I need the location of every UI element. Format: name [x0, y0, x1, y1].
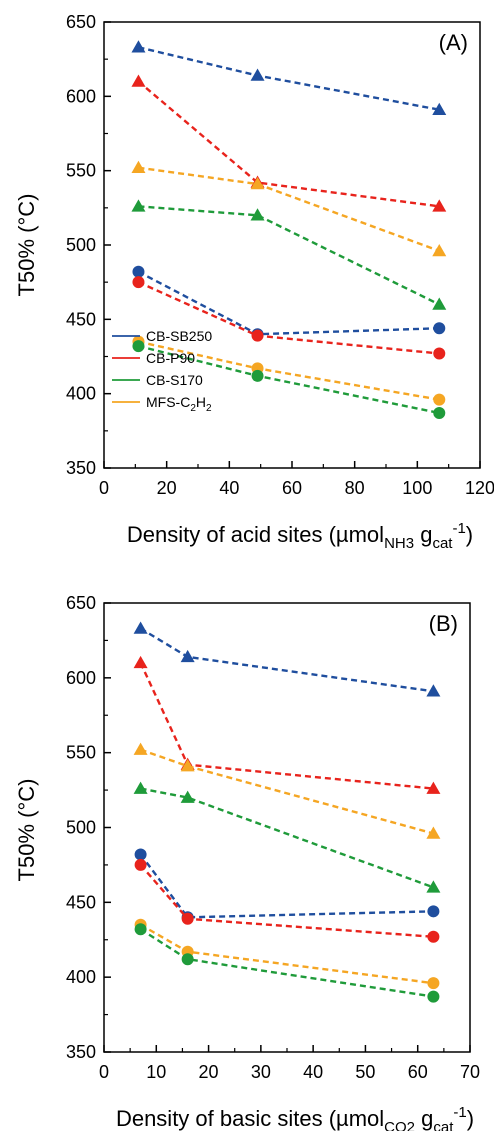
x-tick-label: 0: [99, 1062, 109, 1082]
y-tick-label: 400: [66, 384, 96, 404]
data-point-circle: [132, 265, 145, 278]
y-tick-label: 350: [66, 458, 96, 478]
y-tick-label: 550: [66, 161, 96, 181]
y-tick-label: 450: [66, 892, 96, 912]
x-axis-title: Density of acid sites (µmolNH3 gcat-1): [127, 520, 473, 552]
panel-b: 0 10 20 30 40 50 60 70 350 400 450 500 550 600 650 (B) T…: [14, 593, 480, 1131]
data-point-circle: [433, 393, 446, 406]
x-tick-label: 20: [157, 478, 177, 498]
data-point-circle: [427, 990, 440, 1003]
data-point-triangle: [426, 880, 441, 893]
y-tick-label: 450: [66, 309, 96, 329]
data-point-triangle: [133, 621, 148, 634]
data-point-triangle: [131, 74, 146, 87]
data-point-triangle: [432, 297, 447, 310]
data-point-circle: [251, 369, 264, 382]
data-point-circle: [181, 912, 194, 925]
legend-entry: CB-SB250: [146, 328, 212, 344]
panel-label: (A): [439, 30, 468, 55]
data-point-circle: [427, 977, 440, 990]
data-point-circle: [132, 276, 145, 289]
legend-entry: MFS-C2H2: [146, 394, 212, 414]
data-point-triangle: [180, 649, 195, 663]
x-tick-label: 70: [460, 1062, 480, 1082]
panel-a: 0 20 40 60 80 100 120 350 400 450 500 550 600 650 (A) T…: [14, 12, 494, 552]
data-point-triangle: [250, 68, 265, 81]
x-tick-label: 50: [355, 1062, 375, 1082]
data-point-circle: [251, 329, 264, 342]
series-line: [139, 853, 434, 919]
data-point-triangle: [180, 759, 195, 772]
data-point-circle: [134, 858, 147, 871]
x-tick-label: 100: [402, 478, 432, 498]
legend-entry: CB-S170: [146, 372, 203, 388]
data-point-triangle: [426, 826, 441, 839]
x-tick-label: 60: [282, 478, 302, 498]
legend-entry: CB-P90: [146, 350, 195, 366]
data-point-circle: [433, 406, 446, 419]
data-point-triangle: [432, 102, 447, 115]
x-tick-label: 40: [303, 1062, 323, 1082]
data-point-triangle: [432, 243, 447, 257]
series-line: [139, 864, 434, 938]
x-axis-title: Density of basic sites (µmolCO2 gcat-1): [116, 1104, 474, 1131]
y-tick-label: 600: [66, 86, 96, 106]
data-point-triangle: [426, 781, 441, 794]
data-point-triangle: [133, 742, 148, 755]
data-point-triangle: [432, 199, 447, 212]
data-point-circle: [134, 923, 147, 936]
x-tick-label: 0: [99, 478, 109, 498]
series-line: [140, 787, 434, 889]
panel-label: (B): [429, 611, 458, 636]
data-point-circle: [433, 347, 446, 360]
data-point-triangle: [133, 655, 148, 669]
y-tick-label: 350: [66, 1042, 96, 1062]
data-point-triangle: [131, 40, 146, 53]
y-axis-title: T50% (°C): [14, 779, 39, 882]
data-point-triangle: [133, 781, 148, 794]
data-point-circle: [181, 953, 194, 966]
x-tick-label: 60: [408, 1062, 428, 1082]
data-point-circle: [433, 322, 446, 335]
series-line: [140, 748, 434, 835]
data-point-triangle: [250, 177, 265, 190]
series-line: [137, 80, 440, 208]
series-line: [138, 205, 440, 306]
y-tick-label: 500: [66, 818, 96, 838]
data-point-triangle: [180, 790, 195, 803]
data-point-triangle: [426, 684, 441, 697]
y-tick-label: 600: [66, 668, 96, 688]
x-tick-label: 20: [199, 1062, 219, 1082]
x-tick-label: 30: [251, 1062, 271, 1082]
data-point-triangle: [131, 199, 146, 212]
x-tick-label: 80: [345, 478, 365, 498]
x-tick-label: 10: [146, 1062, 166, 1082]
y-axis-title: T50% (°C): [14, 194, 39, 297]
series-line: [138, 46, 440, 111]
data-point-circle: [132, 340, 145, 353]
data-point-triangle: [250, 208, 265, 221]
y-tick-label: 650: [66, 593, 96, 613]
y-tick-label: 400: [66, 967, 96, 987]
y-tick-label: 500: [66, 235, 96, 255]
y-tick-label: 550: [66, 743, 96, 763]
x-tick-label: 120: [465, 478, 494, 498]
data-point-circle: [427, 905, 440, 918]
x-tick-label: 40: [219, 478, 239, 498]
data-point-circle: [134, 848, 147, 861]
data-point-circle: [427, 930, 440, 943]
data-point-triangle: [131, 160, 146, 173]
y-tick-label: 650: [66, 12, 96, 32]
